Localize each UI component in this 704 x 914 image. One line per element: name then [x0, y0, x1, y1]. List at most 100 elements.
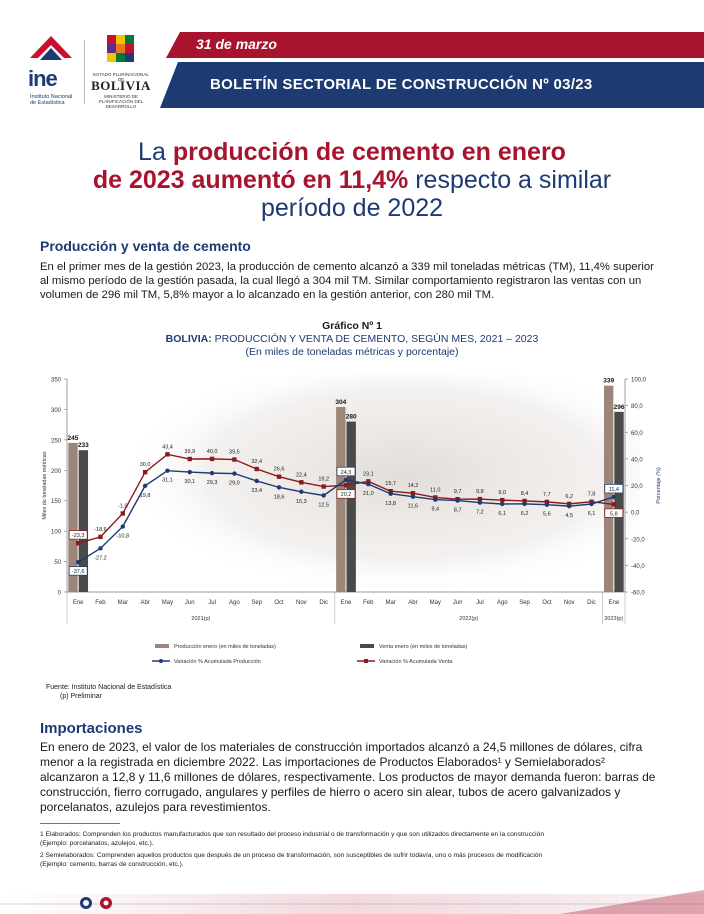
sales-variation-point: [321, 484, 326, 489]
sales-variation-point: [589, 499, 594, 504]
bar-sales-label: 296: [614, 404, 625, 411]
bolivia-state-label: ESTADO PLURINACIONAL DE: [93, 72, 149, 82]
x-tick-label: Ene: [73, 600, 84, 606]
chart-subtitle: (En miles de toneladas métricas y porcen…: [245, 346, 459, 358]
right-tick-label: 60,0: [631, 431, 643, 437]
x-tick-label: Sep: [251, 600, 262, 606]
x-tick-label: Feb: [95, 600, 106, 606]
production-variation-label: -10,8: [117, 534, 130, 540]
production-variation-label-box: [68, 566, 88, 576]
bolivia-name: BOLIVIA: [91, 78, 151, 93]
right-tick-label: -20,0: [631, 537, 645, 543]
source-line: Fuente: Instituto Nacional de Estadístic…: [46, 684, 172, 691]
sales-variation-point: [165, 452, 170, 457]
bar-production-label: 304: [335, 399, 346, 406]
sales-variation-label: 26,6: [274, 467, 285, 473]
headline-line1-red: producción de cemento en enero: [172, 138, 566, 166]
bar-sales: [346, 421, 356, 592]
left-tick-label: 300: [51, 408, 62, 414]
sales-variation-point: [611, 502, 617, 507]
production-variation-point: [120, 524, 126, 529]
production-variation-label: 7,2: [476, 510, 484, 516]
production-variation-point: [276, 485, 282, 490]
sales-variation-point: [544, 499, 550, 505]
production-variation-point: [343, 477, 349, 482]
footnote-2: 2 Semielaborados: Comprenden aquellos pr…: [40, 851, 670, 869]
sales-variation-label: 7,7: [543, 492, 551, 498]
production-variation-label: 4,5: [565, 513, 573, 519]
x-tick-label: Dic: [319, 600, 328, 606]
sales-variation-label-box: [604, 508, 624, 518]
date-band: [166, 32, 704, 58]
left-tick-label: 50: [54, 560, 61, 566]
production-variation-label-box: [336, 466, 356, 477]
headline: La producción de cemento en enero de 202…: [20, 138, 684, 222]
production-variation-point: [500, 501, 505, 507]
production-variation-label: 13,8: [385, 501, 396, 507]
ine-subtitle-line2: de Estadística: [30, 100, 65, 106]
chart-number: Gráfico Nº 1: [322, 320, 382, 332]
sales-variation-label: 23,1: [363, 471, 374, 477]
sales-variation-point: [187, 456, 192, 462]
footnote-1-example: (Ejemplo: porcelanatos, azulejos, etc.).: [40, 840, 154, 847]
production-variation-label: 6,1: [498, 511, 506, 517]
x-tick-label: Nov: [296, 600, 307, 606]
x-tick-label: May: [430, 600, 441, 606]
section-title-imports: Importaciones: [40, 720, 143, 737]
logo-divider: [84, 40, 85, 104]
footnote-divider: [40, 823, 120, 824]
sales-variation-point: [120, 511, 125, 516]
sales-variation-point: [98, 534, 103, 540]
x-tick-label: Jun: [185, 600, 195, 606]
x-tick-label: Ago: [229, 600, 240, 606]
production-variation-point: [544, 502, 550, 507]
bulletin-title: BOLETÍN SECTORIAL DE CONSTRUCCIÓN Nº 03/…: [210, 76, 593, 93]
footnote-2-example: (Ejemplo: cemento, barras de construcció…: [40, 861, 184, 868]
sales-variation-label: 30,0: [140, 462, 151, 468]
sales-variation-label: 9,0: [498, 490, 506, 496]
sales-variation-label: 40,0: [207, 449, 218, 455]
ine-logo-text: ine: [28, 66, 58, 91]
sales-variation-label: 39,9: [184, 449, 195, 455]
footer-decoration: [0, 890, 704, 914]
production-variation-label: 11,6: [408, 504, 418, 510]
sales-variation-label: 9,8: [476, 489, 484, 495]
bar-sales-label: 280: [346, 414, 357, 421]
sales-variation-label: 11,0: [430, 487, 440, 493]
footnote-2-text: 2 Semielaborados: Comprenden aquellos pr…: [40, 852, 543, 859]
production-variation-label: 21,0: [363, 491, 374, 497]
sales-variation-point: [366, 479, 371, 484]
production-variation-point: [142, 483, 148, 488]
sales-variation-label: 43,4: [162, 444, 173, 450]
left-tick-label: 200: [51, 469, 62, 475]
headline-line2-red: de 2023 aumentó en 11,4%: [92, 166, 409, 194]
section-title-production: Producción y venta de cemento: [40, 238, 251, 254]
production-variation-point: [477, 500, 483, 505]
production-variation-point: [366, 481, 371, 487]
production-variation-point: [187, 469, 192, 475]
legend-sales-variation-marker: [364, 659, 368, 663]
production-variation-label: 29,3: [207, 480, 218, 486]
production-variation-point: [299, 489, 304, 494]
x-tick-label: Mar: [118, 600, 128, 606]
production-variation-label: -27,2: [94, 555, 107, 561]
sales-variation-label: 15,7: [385, 481, 396, 487]
sales-variation-label: 8,4: [521, 491, 529, 497]
sales-variation-label-box: [68, 530, 88, 540]
cement-chart: 0 50 100 150 200 250 300 350 -60,0 -40,0 -20,0 0,0 2…: [42, 375, 662, 665]
bar-sales: [614, 411, 624, 592]
production-variation-point: [165, 468, 170, 473]
sales-variation-label-box: [336, 489, 356, 499]
legend-production-label: Producción enero (en miles de toneladas): [174, 644, 276, 650]
ine-logo-mark: [30, 36, 72, 60]
legend-production-swatch: [155, 644, 169, 648]
year-group-label: 2022(p): [459, 616, 478, 622]
production-variation-point: [254, 478, 259, 484]
production-variation-label: -37,6: [72, 569, 85, 575]
production-variation-label: 9,4: [431, 507, 439, 513]
chart-title-rest: PRODUCCIÓN Y VENTA DE CEMENTO, SEGÚN MES…: [211, 333, 539, 345]
sales-variation-point: [500, 497, 505, 503]
preliminary-note: (p) Preliminar: [60, 693, 103, 700]
chart-title: BOLIVIA: PRODUCCIÓN Y VENTA DE CEMENTO, …: [0, 333, 704, 345]
production-variation-label: 15,3: [296, 499, 307, 505]
